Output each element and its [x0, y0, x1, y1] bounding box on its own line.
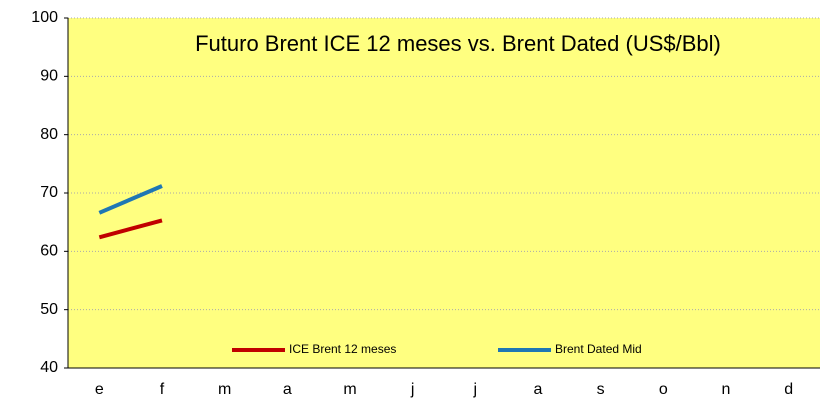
series-line — [98, 218, 163, 240]
x-tick-label: m — [218, 381, 231, 398]
x-tick-label: f — [160, 381, 165, 398]
y-tick-label: 70 — [40, 184, 58, 201]
legend-label: Brent Dated Mid — [555, 342, 642, 356]
x-tick-label: a — [283, 381, 292, 398]
x-tick-label: e — [95, 381, 104, 398]
y-tick-label: 60 — [40, 243, 58, 260]
legend-label: ICE Brent 12 meses — [289, 342, 396, 356]
y-tick-label: 90 — [40, 68, 58, 85]
x-tick-label: a — [534, 381, 543, 398]
x-tick-label: s — [597, 381, 605, 398]
plot-area — [68, 18, 820, 368]
y-tick-label: 40 — [40, 359, 58, 376]
series-line — [98, 184, 163, 215]
x-tick-label: d — [784, 381, 793, 398]
x-tick-label: j — [473, 381, 478, 398]
chart-title: Futuro Brent ICE 12 meses vs. Brent Date… — [195, 31, 721, 56]
x-tick-label: m — [343, 381, 356, 398]
x-tick-label: j — [410, 381, 415, 398]
y-tick-label: 50 — [40, 301, 58, 318]
x-tick-label: o — [659, 381, 668, 398]
y-tick-label: 80 — [40, 126, 58, 143]
y-tick-label: 100 — [31, 9, 58, 26]
x-tick-label: n — [722, 381, 731, 398]
